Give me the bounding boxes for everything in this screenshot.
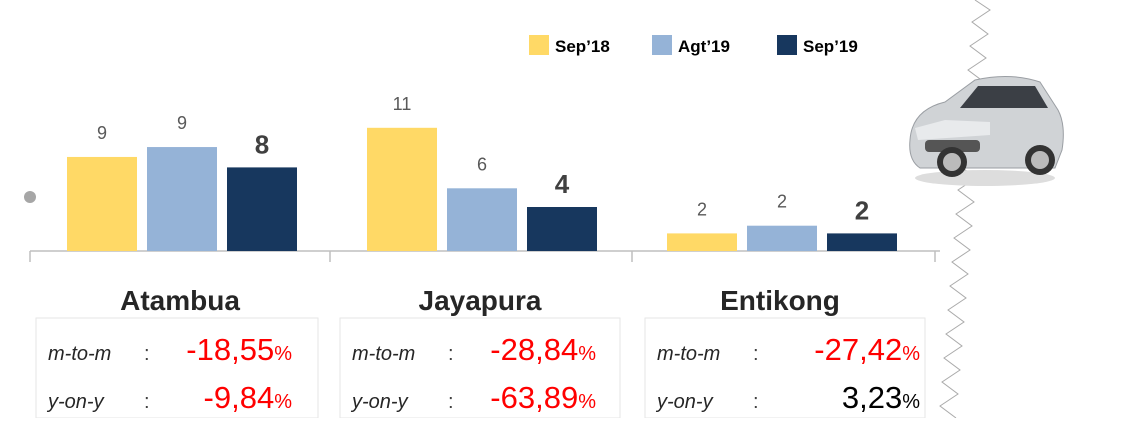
value-label: 4 [555, 169, 570, 199]
legend-swatch [777, 35, 797, 55]
stat-number: -9,84 [204, 380, 275, 415]
stat-label: m-to-m [48, 343, 111, 365]
value-label: 2 [697, 199, 707, 219]
legend-label: Agt’19 [678, 37, 730, 56]
bar [667, 233, 737, 251]
legend-swatch [529, 35, 549, 55]
stat-unit: % [274, 343, 292, 365]
category-label: Atambua [120, 285, 240, 316]
stat-number: 3,23 [842, 380, 902, 415]
value-label: 2 [855, 195, 869, 225]
bar [227, 167, 297, 251]
torn-edge [940, 0, 990, 418]
car-image [910, 76, 1064, 186]
stat-label: m-to-m [352, 343, 415, 365]
value-label: 9 [97, 123, 107, 143]
bar [67, 157, 137, 251]
stat-unit: % [274, 391, 292, 413]
legend-label: Sep’18 [555, 37, 610, 56]
stat-separator: : [448, 343, 454, 365]
value-label: 9 [177, 113, 187, 133]
stat-boxes [36, 318, 925, 418]
stat-unit: % [578, 343, 596, 365]
legend-label: Sep’19 [803, 37, 858, 56]
stat-label: y-on-y [655, 391, 714, 413]
value-label: 6 [477, 154, 487, 174]
category-label: Jayapura [419, 285, 542, 316]
stat-label: m-to-m [657, 343, 720, 365]
bar [747, 226, 817, 251]
value-label: 8 [255, 129, 269, 159]
dot [24, 191, 36, 203]
stat-label: y-on-y [46, 391, 105, 413]
bar [147, 147, 217, 251]
stat-separator: : [144, 391, 150, 413]
stat-number: -28,84 [490, 332, 578, 367]
bar [367, 128, 437, 251]
value-label: 11 [393, 94, 412, 114]
chart: Sep’18 Agt’19 Sep’19 9 11 2 9 6 2 8 4 2 Atambua Jayap… [0, 0, 1142, 418]
stat-unit: % [578, 391, 596, 413]
value-label: 2 [777, 192, 787, 212]
bar [827, 233, 897, 251]
stat-separator: : [144, 343, 150, 365]
stat-number: -18,55 [186, 332, 274, 367]
stat-separator: : [753, 391, 759, 413]
bar [527, 207, 597, 251]
stat-label: y-on-y [350, 391, 409, 413]
stat-number: -27,42 [814, 332, 902, 367]
stat-number: -63,89 [490, 380, 578, 415]
stat-unit: % [902, 343, 920, 365]
category-label: Entikong [720, 285, 840, 316]
stat-unit: % [902, 391, 920, 413]
stat-separator: : [753, 343, 759, 365]
legend-swatch [652, 35, 672, 55]
ticks [30, 251, 935, 262]
stat-separator: : [448, 391, 454, 413]
bar [447, 188, 517, 251]
